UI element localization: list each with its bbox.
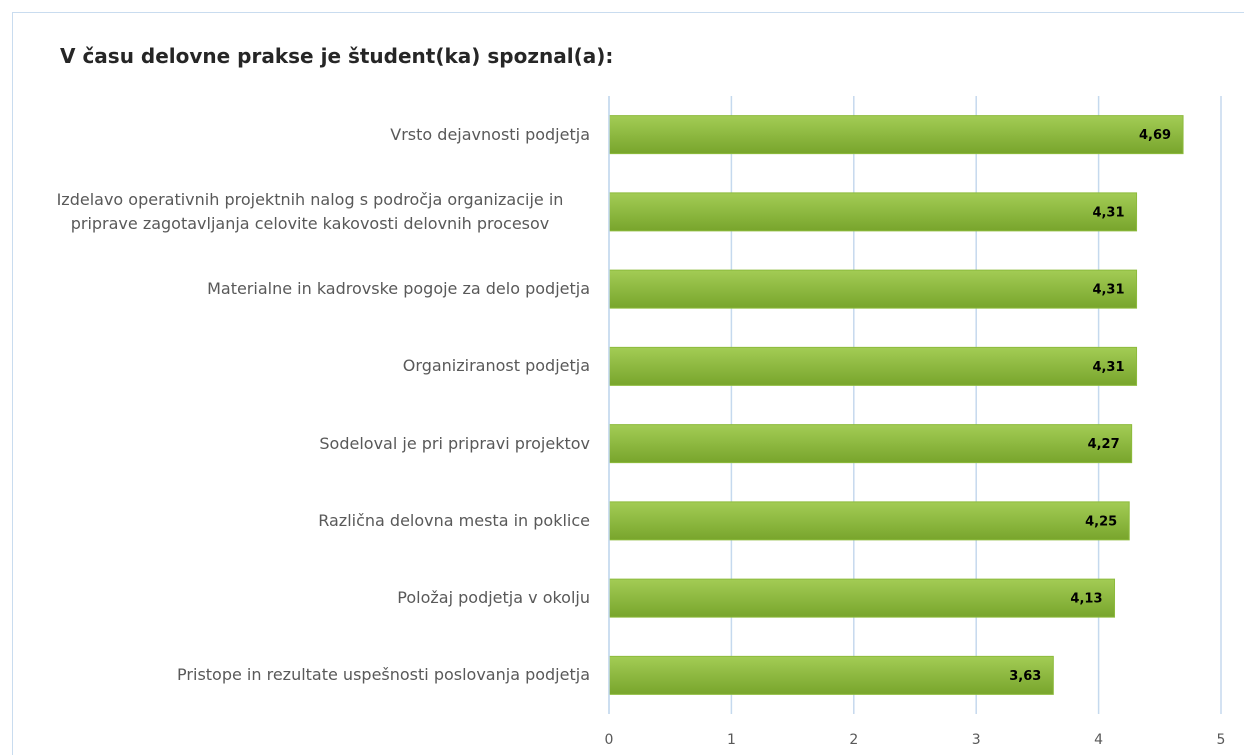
y-tick-label: Položaj podjetja v okolju [397,588,590,608]
y-tick-label: Pristope in rezultate uspešnosti poslova… [177,665,590,685]
bar [608,578,1116,618]
y-tick-label: Vrsto dejavnosti podjetja [390,124,590,144]
data-label: 4,69 [1139,128,1171,143]
x-tick-label: 5 [1217,732,1226,748]
y-tick-label: Izdelavo operativnih projektnih nalog s … [56,189,564,233]
bar [608,192,1138,232]
x-tick-label: 3 [972,732,981,748]
y-tick-label: Materialne in kadrovske pogoje za delo p… [207,279,590,299]
bar [608,346,1138,386]
x-tick-label: 1 [727,732,736,748]
bar [608,424,1133,464]
x-tick-label: 2 [849,732,858,748]
data-label: 4,13 [1070,592,1102,607]
chart-title: V času delovne prakse je študent(ka) spo… [60,44,614,68]
x-tick-label: 0 [605,732,614,748]
bar [608,269,1138,309]
data-label: 4,27 [1088,437,1120,452]
x-tick-label: 4 [1094,732,1103,748]
chart-frame [12,12,1244,755]
bar [608,115,1184,155]
y-tick-label: Organiziranost podjetja [402,356,590,376]
data-label: 4,31 [1092,205,1124,220]
bar [608,501,1130,541]
bar [608,655,1054,695]
y-tick-label: Sodeloval je pri pripravi projektov [319,433,590,453]
data-label: 4,25 [1085,514,1117,529]
data-label: 3,63 [1009,669,1041,684]
y-tick-label: Različna delovna mesta in poklice [318,510,590,530]
data-label: 4,31 [1092,360,1124,375]
data-label: 4,31 [1092,283,1124,298]
